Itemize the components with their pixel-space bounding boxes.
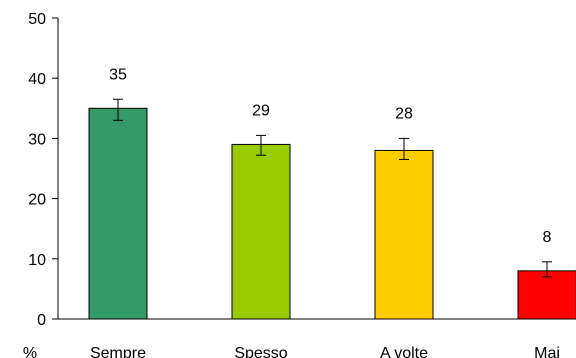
y-tick-label: 40 bbox=[28, 71, 46, 88]
y-axis-label: % bbox=[23, 345, 37, 358]
data-label: 28 bbox=[395, 105, 413, 122]
data-label: 29 bbox=[252, 102, 270, 119]
y-tick-label: 10 bbox=[28, 252, 46, 269]
category-labels: Sempre Spesso A volte Mai bbox=[90, 345, 560, 358]
category-label: Sempre bbox=[90, 345, 146, 358]
y-tick-label: 0 bbox=[37, 312, 46, 329]
bar bbox=[231, 143, 291, 320]
bars bbox=[88, 107, 576, 320]
y-tick-label: 30 bbox=[28, 131, 46, 148]
data-label: 35 bbox=[109, 66, 127, 83]
y-tick-label: 20 bbox=[28, 192, 46, 209]
data-label: 8 bbox=[543, 229, 552, 246]
bar bbox=[517, 270, 576, 320]
category-label: Mai bbox=[534, 345, 560, 358]
error-bars bbox=[113, 98, 552, 278]
category-label: Spesso bbox=[234, 345, 287, 358]
bar bbox=[88, 107, 148, 320]
category-label: A volte bbox=[380, 345, 428, 358]
data-labels: 35 29 28 8 bbox=[109, 66, 551, 246]
bar bbox=[374, 149, 434, 320]
y-ticks: 0 10 20 30 40 50 bbox=[28, 11, 58, 329]
y-tick-label: 50 bbox=[28, 11, 46, 28]
